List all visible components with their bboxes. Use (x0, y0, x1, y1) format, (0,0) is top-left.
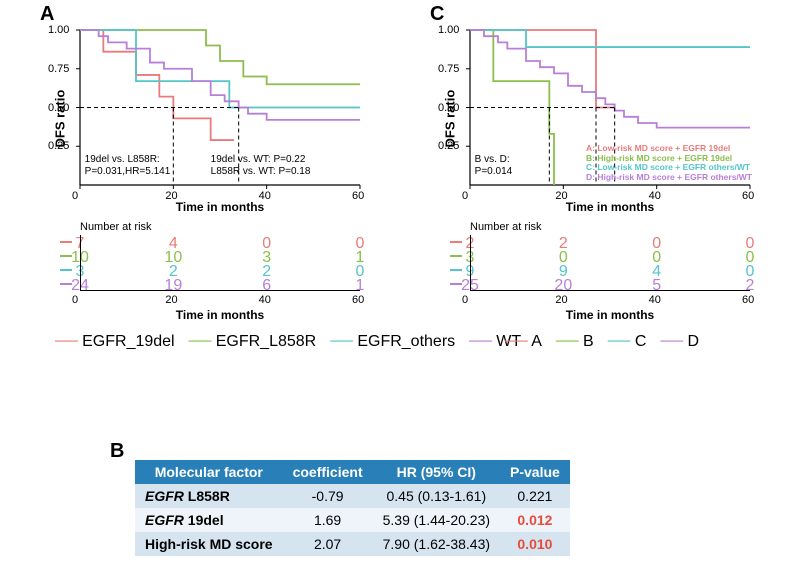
panel-b-table: Molecular factorcoefficientHR (95% CI)P-… (135, 460, 570, 556)
ytick: 1.00 (48, 24, 69, 36)
series-key: D: High-risk MD score + EGFR others/WT (586, 173, 752, 183)
ytick: 0.75 (48, 63, 69, 75)
ytick: 0.50 (438, 102, 459, 114)
legend-item: ── EGFR_others (330, 333, 455, 350)
km-series-EGFR_L858R (80, 30, 360, 84)
ytick: 0.25 (48, 140, 69, 152)
table-header: HR (95% CI) (373, 460, 500, 484)
legend-item: ── EGFR_L858R (189, 333, 317, 350)
panel-c-legend: ── A ── B ── C ── D (505, 333, 785, 351)
panel-c-risk-header: Number at risk (470, 221, 542, 233)
panel-a-risk-xlabel: Time in months (80, 308, 360, 322)
table-header: coefficient (283, 460, 373, 484)
legend-item: ── B (556, 333, 594, 350)
xtick: 40 (649, 190, 661, 202)
risk-xtick: 0 (462, 294, 468, 306)
table-header: P-value (500, 460, 570, 484)
xtick: 40 (259, 190, 271, 202)
risk-xtick: 40 (649, 294, 661, 306)
risk-xtick: 20 (555, 294, 567, 306)
chart-annotation: 19del vs. L858R: P=0.031,HR=5.141 (85, 154, 171, 178)
ytick: 0.50 (48, 102, 69, 114)
chart-annotation: 19del vs. WT: P=0.22 L858R vs. WT: P=0.1… (211, 154, 311, 178)
table-row: EGFR 19del1.695.39 (1.44-20.23)0.012 (135, 508, 570, 532)
ytick: 0.25 (438, 140, 459, 152)
km-series-A (470, 30, 615, 108)
panel-a-chart: 19del vs. L858R: P=0.031,HR=5.141 19del v… (80, 30, 360, 185)
km-series-C (470, 30, 750, 47)
risk-xtick: 20 (165, 294, 177, 306)
table-header: Molecular factor (135, 460, 283, 484)
table-row: High-risk MD score2.077.90 (1.62-38.43)0… (135, 532, 570, 556)
panel-c-risk-xlabel: Time in months (470, 308, 750, 322)
panel-b-label: B (110, 440, 124, 463)
risk-xtick: 60 (352, 294, 364, 306)
xtick: 0 (462, 190, 468, 202)
xtick: 60 (742, 190, 754, 202)
legend-item: ── C (608, 333, 647, 350)
panel-c-xlabel: Time in months (470, 200, 750, 214)
panel-a-xlabel: Time in months (80, 200, 360, 214)
ytick: 0.75 (438, 63, 459, 75)
km-series-D (470, 30, 750, 128)
legend-item: ── D (660, 333, 699, 350)
legend-item: ── A (505, 333, 542, 350)
xtick: 20 (555, 190, 567, 202)
chart-annotation: B vs. D: P=0.014 (475, 154, 513, 178)
panel-c-chart: B vs. D: P=0.014 A: Low-risk MD score + … (470, 30, 750, 185)
panel-a-label: A (40, 3, 54, 26)
km-series-WT (80, 30, 360, 120)
xtick: 20 (165, 190, 177, 202)
panel-b: B Molecular factorcoefficientHR (95% CI)… (110, 440, 570, 556)
xtick: 60 (352, 190, 364, 202)
risk-xtick: 60 (742, 294, 754, 306)
panel-c-label: C (430, 3, 444, 26)
table-row: EGFR L858R-0.790.45 (0.13-1.61)0.221 (135, 484, 570, 508)
ytick: 1.00 (438, 24, 459, 36)
xtick: 0 (72, 190, 78, 202)
legend-item: ── EGFR_19del (55, 333, 175, 350)
risk-xtick: 0 (72, 294, 78, 306)
risk-xtick: 40 (259, 294, 271, 306)
panel-a-risk-header: Number at risk (80, 221, 152, 233)
panel-a-legend: ── EGFR_19del── EGFR_L858R── EGFR_others… (55, 333, 395, 351)
